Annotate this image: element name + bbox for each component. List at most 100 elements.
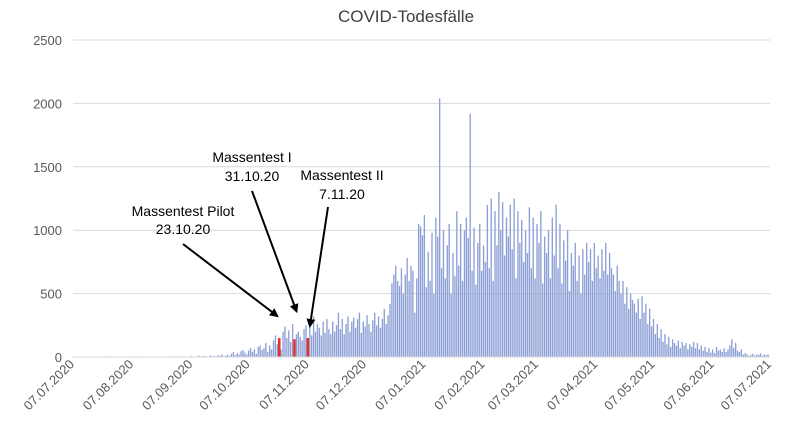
bar xyxy=(467,237,469,357)
bar xyxy=(263,348,265,357)
bar xyxy=(496,245,498,357)
bar xyxy=(574,242,576,357)
bar xyxy=(318,327,321,357)
bar xyxy=(591,280,594,357)
bar xyxy=(742,354,744,357)
bar xyxy=(326,318,328,357)
bar xyxy=(267,351,269,357)
bar xyxy=(404,274,406,357)
bar xyxy=(727,349,729,357)
annotation-arrow xyxy=(306,206,329,328)
bar xyxy=(345,324,347,357)
bar xyxy=(624,303,626,357)
bar xyxy=(683,345,685,357)
bar xyxy=(454,275,456,357)
bar xyxy=(534,278,536,357)
bar xyxy=(471,270,473,357)
bar xyxy=(347,316,349,357)
bar xyxy=(719,349,722,357)
bar xyxy=(246,354,248,357)
bar xyxy=(593,242,595,357)
bar xyxy=(484,261,487,357)
annotation: Massentest II 7.11.20 xyxy=(300,167,384,328)
bar xyxy=(328,329,330,357)
bar xyxy=(225,355,227,357)
bar xyxy=(253,349,256,357)
bar xyxy=(723,348,725,357)
bar xyxy=(442,230,445,357)
bar xyxy=(635,312,638,357)
bar xyxy=(480,270,483,357)
bar xyxy=(521,220,523,357)
bar xyxy=(505,217,508,357)
bar xyxy=(670,346,672,357)
bar xyxy=(228,355,231,357)
bar xyxy=(461,280,464,357)
bar xyxy=(622,280,624,357)
bar xyxy=(375,325,378,357)
bar xyxy=(438,98,441,357)
bar xyxy=(700,345,702,357)
bar xyxy=(343,334,345,357)
bar xyxy=(656,324,659,357)
bar xyxy=(754,355,756,357)
bar xyxy=(448,223,450,357)
bar xyxy=(465,217,468,357)
gridlines xyxy=(73,39,770,358)
bar xyxy=(259,345,261,357)
bar xyxy=(227,354,229,357)
bar xyxy=(437,236,439,357)
bar xyxy=(395,265,397,357)
bar xyxy=(402,293,405,357)
x-axis: 07.07.2020 07.08.2020 07.09.2020 07.10.2020… xyxy=(20,356,774,414)
bar xyxy=(589,249,592,357)
bar xyxy=(542,283,544,357)
x-tick-label: 07.01.2021 xyxy=(372,357,429,414)
bar xyxy=(597,255,599,357)
bar xyxy=(316,324,319,357)
chart-title: COVID-Todesfälle xyxy=(338,7,474,26)
bar xyxy=(568,291,571,357)
bar xyxy=(738,351,741,357)
bar xyxy=(691,346,693,357)
bar xyxy=(576,280,578,357)
bar xyxy=(601,249,603,357)
bar xyxy=(370,331,372,357)
bar xyxy=(658,337,660,357)
y-tick-label: 2000 xyxy=(33,96,62,111)
bar xyxy=(677,340,680,357)
y-tick-label: 1000 xyxy=(33,223,62,238)
bar xyxy=(385,324,387,357)
annotation-date: 31.10.20 xyxy=(225,168,280,184)
bar xyxy=(750,355,752,357)
bar xyxy=(570,253,573,357)
bar xyxy=(383,308,385,357)
bar xyxy=(526,253,529,357)
bar xyxy=(312,316,315,357)
bar xyxy=(236,353,238,357)
bar xyxy=(374,312,376,357)
bar xyxy=(767,354,769,357)
bar xyxy=(400,268,403,357)
bar xyxy=(366,315,368,357)
bar xyxy=(513,198,515,357)
bar xyxy=(320,335,322,357)
bar xyxy=(519,242,521,357)
bar xyxy=(255,353,257,357)
bar xyxy=(612,274,615,357)
bar xyxy=(620,293,622,357)
x-tick-label: 07.11.2020 xyxy=(256,357,312,413)
bar xyxy=(408,280,410,357)
bar xyxy=(221,354,223,357)
bar xyxy=(553,255,555,357)
bar xyxy=(198,355,200,357)
bar xyxy=(238,354,240,357)
bar xyxy=(459,223,462,357)
annotation: Massentest Pilot 23.10.20 xyxy=(132,203,279,318)
bar xyxy=(450,293,452,357)
bar xyxy=(628,308,630,357)
bar xyxy=(209,355,212,357)
bar xyxy=(421,235,424,357)
bar xyxy=(733,348,735,357)
x-tick-label: 07.12.2020 xyxy=(313,357,370,414)
